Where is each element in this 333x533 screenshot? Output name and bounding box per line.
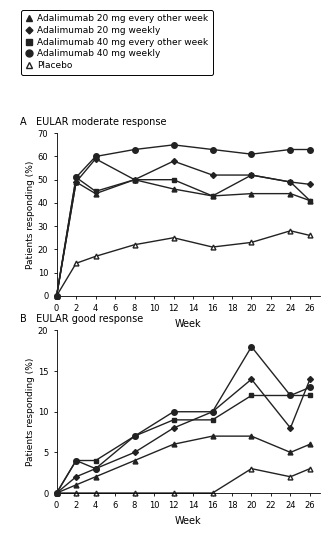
Text: B   EULAR good response: B EULAR good response (20, 314, 143, 324)
X-axis label: Week: Week (175, 516, 201, 526)
Text: A   EULAR moderate response: A EULAR moderate response (20, 117, 166, 127)
X-axis label: Week: Week (175, 319, 201, 329)
Y-axis label: Patients responding (%): Patients responding (%) (26, 160, 35, 269)
Y-axis label: Patients responding (%): Patients responding (%) (26, 358, 35, 466)
Legend: Adalimumab 20 mg every other week, Adalimumab 20 mg weekly, Adalimumab 40 mg eve: Adalimumab 20 mg every other week, Adali… (21, 10, 213, 75)
